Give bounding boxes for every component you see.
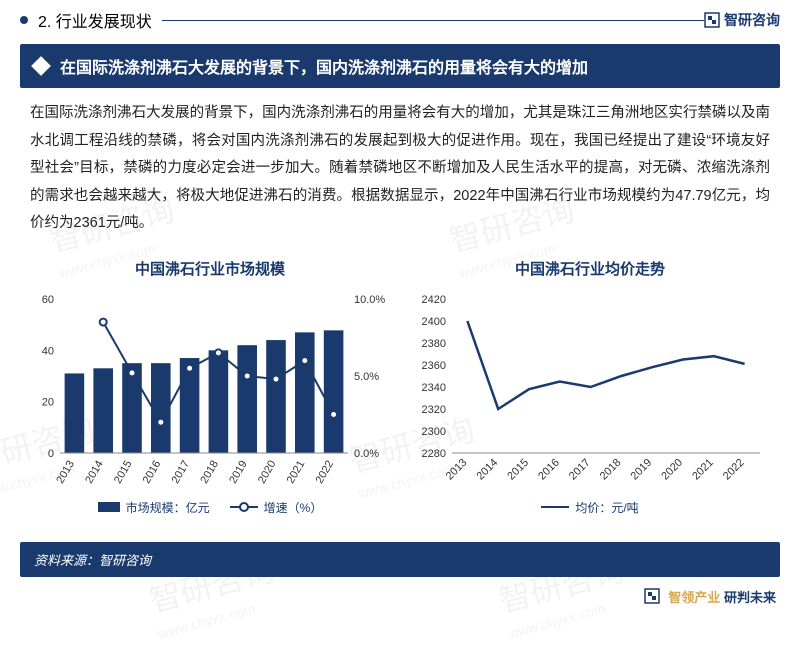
brand-name: 智研咨询 [724,10,780,30]
svg-text:2022: 2022 [314,458,337,485]
svg-text:2022: 2022 [721,456,747,482]
legend-bar-icon [98,502,120,512]
footer-tagline: 智领产业 研判未来 [668,587,776,606]
svg-text:2015: 2015 [505,456,531,482]
svg-text:2014: 2014 [475,456,501,482]
diamond-icon [31,56,51,76]
headline-banner: 在国际洗涤剂沸石大发展的背景下，国内洗涤剂沸石的用量将会有大的增加 [20,44,780,88]
svg-text:2018: 2018 [198,458,221,485]
source-bar: 资料来源：智研咨询 [20,542,780,577]
brand-top: 智研咨询 [704,10,780,30]
svg-text:2340: 2340 [422,382,446,394]
legend-label: 市场规模：亿元 [126,499,210,516]
svg-text:2021: 2021 [285,458,308,485]
svg-text:2017: 2017 [170,458,193,485]
svg-text:2013: 2013 [54,458,77,485]
chart1-legend: 市场规模：亿元 增速（%） [30,499,390,516]
svg-text:2014: 2014 [83,458,106,485]
legend-label: 均价：元/吨 [575,499,638,516]
svg-text:2018: 2018 [598,456,624,482]
chart2-legend: 均价：元/吨 [410,499,770,516]
body-paragraph: 在国际洗涤剂沸石大发展的背景下，国内洗涤剂沸石的用量将会有大的增加，尤其是珠江三… [0,100,800,238]
svg-text:2019: 2019 [629,456,655,482]
svg-text:2016: 2016 [536,456,562,482]
brand-icon [644,588,660,604]
legend-line-icon [230,506,258,508]
svg-text:5.0%: 5.0% [354,371,379,383]
svg-text:0.0%: 0.0% [354,448,379,460]
svg-text:2017: 2017 [567,456,593,482]
svg-text:2300: 2300 [422,426,446,438]
chart-market-size: 中国沸石行业市场规模 0 20 40 60 0.0% 5.0% 10.0% 2013 2014 2… [30,258,390,516]
svg-text:2360: 2360 [422,360,446,372]
section-header: 2. 行业发展现状 智研咨询 [0,0,800,36]
legend-line2-icon [541,506,569,509]
svg-text:2020: 2020 [256,458,279,485]
svg-text:20: 20 [42,396,54,408]
svg-text:2021: 2021 [690,456,716,482]
svg-text:2320: 2320 [422,404,446,416]
svg-text:2380: 2380 [422,338,446,350]
divider-line [162,20,704,21]
legend-label: 增速（%） [264,499,323,516]
svg-text:60: 60 [42,294,54,306]
svg-text:40: 40 [42,345,54,357]
svg-text:2420: 2420 [422,294,446,306]
svg-text:2016: 2016 [141,458,164,485]
svg-text:2013: 2013 [444,456,470,482]
chart1-svg: 0 20 40 60 0.0% 5.0% 10.0% 2013 2014 2015 2016 2017… [30,293,390,493]
source-text: 资料来源：智研咨询 [34,553,151,568]
svg-text:2019: 2019 [227,458,250,485]
charts-row: 中国沸石行业市场规模 02040600.0%5.0%10.0%201320142… [0,238,800,524]
chart2-svg: 2280 2300 2320 2340 2360 2380 2400 2420 20132014… [410,293,770,493]
footer: 智领产业 研判未来 [0,577,800,616]
brand-icon [704,12,720,28]
headline-text: 在国际洗涤剂沸石大发展的背景下，国内洗涤剂沸石的用量将会有大的增加 [60,54,588,78]
chart2-title: 中国沸石行业均价走势 [410,258,770,279]
section-label: 2. 行业发展现状 [38,8,152,32]
svg-text:2020: 2020 [659,456,685,482]
svg-text:2280: 2280 [422,448,446,460]
chart-avg-price: 中国沸石行业均价走势 22802300232023402360238024002… [410,258,770,516]
bullet-dot [20,16,28,24]
svg-text:2400: 2400 [422,316,446,328]
chart1-title: 中国沸石行业市场规模 [30,258,390,279]
svg-text:0: 0 [48,448,54,460]
svg-text:2015: 2015 [112,458,135,485]
svg-text:10.0%: 10.0% [354,294,385,306]
